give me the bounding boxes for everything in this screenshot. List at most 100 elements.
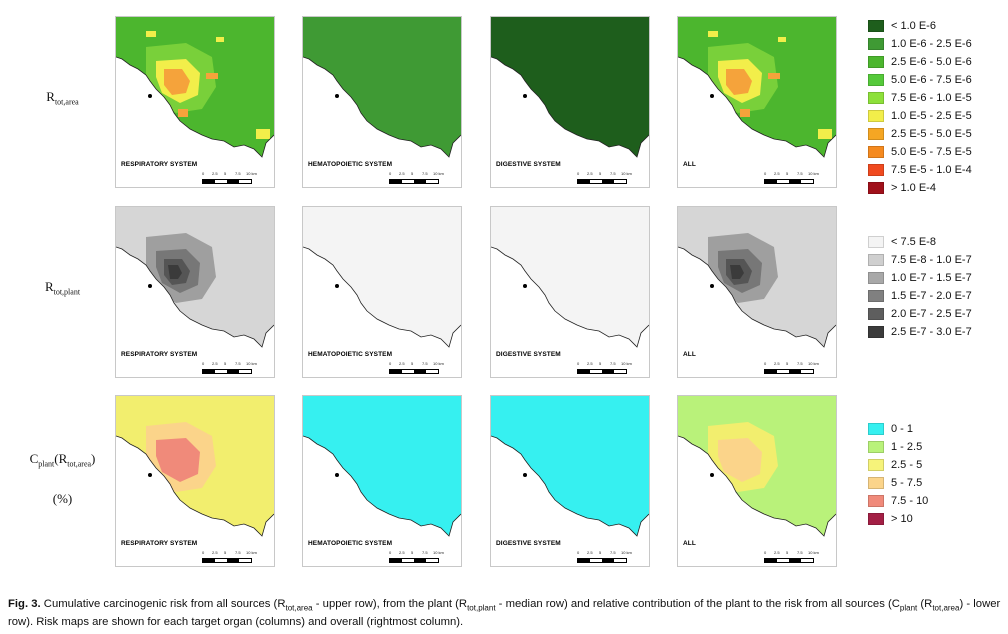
scale-tick-label: 2.5 bbox=[212, 171, 218, 176]
map-graphic bbox=[116, 17, 274, 187]
scale-bar-graphic bbox=[577, 179, 627, 184]
map-panel-label: ALL bbox=[683, 351, 696, 358]
legend-item: 7.5 E-8 - 1.0 E-7 bbox=[868, 251, 972, 269]
map-risk-spot bbox=[216, 37, 224, 42]
map-graphic bbox=[678, 17, 836, 187]
caption-sub: tot,plant bbox=[467, 603, 496, 613]
scale-tick-label: 7.5 bbox=[610, 171, 616, 176]
legend-swatch bbox=[868, 128, 884, 140]
legend-item: 2.5 E-5 - 5.0 E-5 bbox=[868, 125, 972, 143]
scale-bar: 0 2.5 5 7.5 10 km bbox=[202, 361, 262, 375]
scale-tick-label: 10 km bbox=[433, 550, 444, 555]
scale-bar-graphic bbox=[577, 558, 627, 563]
caption-text: - median row) and relative contribution … bbox=[495, 598, 900, 610]
scale-tick-label: 10 km bbox=[433, 171, 444, 176]
map-coastline bbox=[116, 56, 274, 158]
legend-label: 1.0 E-6 - 2.5 E-6 bbox=[891, 38, 972, 50]
legend-swatch bbox=[868, 254, 884, 266]
scale-tick-label: 5 bbox=[411, 171, 414, 176]
row-label-sub: plant bbox=[38, 459, 55, 469]
scale-tick-label: 7.5 bbox=[235, 550, 241, 555]
legend-item: 1.0 E-7 - 1.5 E-7 bbox=[868, 269, 972, 287]
row-label-sub: tot,area bbox=[54, 97, 79, 107]
map-panel: HEMATOPOIETIC SYSTEM 0 2.5 5 7.5 10 km bbox=[302, 16, 462, 188]
legend-swatch bbox=[868, 326, 884, 338]
map-graphic bbox=[491, 396, 649, 566]
scale-tick-label: 5 bbox=[599, 550, 602, 555]
map-risk-spot bbox=[708, 31, 718, 37]
legend-item: 2.5 - 5 bbox=[868, 456, 928, 474]
scale-tick-label: 10 km bbox=[433, 361, 444, 366]
legend-swatch bbox=[868, 146, 884, 158]
legend-item: 7.5 E-5 - 1.0 E-4 bbox=[868, 161, 972, 179]
map-graphic bbox=[116, 396, 274, 566]
map-coastline bbox=[678, 56, 836, 158]
map-panel: HEMATOPOIETIC SYSTEM 0 2.5 5 7.5 10 km bbox=[302, 395, 462, 567]
caption-sub: tot,area bbox=[285, 603, 313, 613]
scale-bar: 0 2.5 5 7.5 10 km bbox=[577, 171, 637, 185]
map-coastline bbox=[678, 435, 836, 537]
plant-location-marker bbox=[335, 284, 339, 288]
row-label-sub2: tot,area bbox=[67, 459, 92, 469]
row-label-close: ) bbox=[91, 451, 96, 466]
scale-tick-label: 10 km bbox=[621, 171, 632, 176]
map-risk-spot bbox=[146, 31, 156, 37]
map-panel: RESPIRATORY SYSTEM 0 2.5 5 7.5 10 km bbox=[115, 16, 275, 188]
legend-label: 7.5 E-8 - 1.0 E-7 bbox=[891, 254, 972, 266]
map-coastline bbox=[303, 246, 461, 348]
scale-tick-label: 2.5 bbox=[587, 171, 593, 176]
legend-label: 2.5 E-5 - 5.0 E-5 bbox=[891, 128, 972, 140]
map-panel-label: DIGESTIVE SYSTEM bbox=[496, 351, 561, 358]
caption-sub: tot,area bbox=[932, 603, 960, 613]
scale-tick-label: 5 bbox=[224, 361, 227, 366]
legend-item: < 1.0 E-6 bbox=[868, 17, 972, 35]
legend-swatch bbox=[868, 20, 884, 32]
scale-tick-label: 0 bbox=[577, 550, 580, 555]
scale-tick-label: 2.5 bbox=[587, 361, 593, 366]
scale-bar: 0 2.5 5 7.5 10 km bbox=[202, 171, 262, 185]
scale-tick-label: 0 bbox=[764, 361, 767, 366]
map-coastline bbox=[303, 435, 461, 537]
scale-tick-label: 2.5 bbox=[774, 171, 780, 176]
legend-swatch bbox=[868, 56, 884, 68]
legend-swatch bbox=[868, 441, 884, 453]
map-panel-label: RESPIRATORY SYSTEM bbox=[121, 161, 198, 168]
scale-tick-label: 0 bbox=[389, 171, 392, 176]
scale-tick-label: 7.5 bbox=[422, 361, 428, 366]
scale-tick-label: 10 km bbox=[808, 171, 819, 176]
scale-tick-label: 0 bbox=[577, 171, 580, 176]
map-coastline bbox=[116, 246, 274, 348]
map-panel-label: RESPIRATORY SYSTEM bbox=[121, 351, 198, 358]
map-panel-label: DIGESTIVE SYSTEM bbox=[496, 540, 561, 547]
legend-label: 0 - 1 bbox=[891, 423, 914, 435]
map-panel-label: HEMATOPOIETIC SYSTEM bbox=[308, 351, 393, 358]
map-land-area bbox=[303, 17, 461, 157]
scale-bar: 0 2.5 5 7.5 10 km bbox=[764, 550, 824, 564]
map-risk-spot bbox=[768, 73, 780, 79]
legend-label: < 7.5 E-8 bbox=[891, 236, 936, 248]
scale-tick-label: 0 bbox=[764, 550, 767, 555]
legend-label: 1.0 E-5 - 2.5 E-5 bbox=[891, 110, 972, 122]
scale-tick-label: 7.5 bbox=[422, 171, 428, 176]
legend-label: 1 - 2.5 bbox=[891, 441, 923, 453]
map-coastline bbox=[678, 246, 836, 348]
scale-tick-label: 5 bbox=[786, 550, 789, 555]
map-panel: ALL 0 2.5 5 7.5 10 km bbox=[677, 16, 837, 188]
map-panel-label: HEMATOPOIETIC SYSTEM bbox=[308, 161, 393, 168]
scale-bar: 0 2.5 5 7.5 10 km bbox=[389, 171, 449, 185]
map-panel-label: DIGESTIVE SYSTEM bbox=[496, 161, 561, 168]
scale-bar-graphic bbox=[764, 369, 814, 374]
legend-swatch bbox=[868, 308, 884, 320]
scale-tick-label: 0 bbox=[202, 171, 205, 176]
caption-text: - upper row), from the plant (R bbox=[312, 598, 468, 610]
map-coastline bbox=[491, 56, 649, 158]
scale-tick-label: 5 bbox=[224, 171, 227, 176]
legend-label: 5.0 E-6 - 7.5 E-6 bbox=[891, 74, 972, 86]
legend-swatch bbox=[868, 92, 884, 104]
legend-label: 1.0 E-7 - 1.5 E-7 bbox=[891, 272, 972, 284]
scale-tick-label: 7.5 bbox=[610, 361, 616, 366]
map-risk-spot bbox=[206, 73, 218, 79]
legend-swatch bbox=[868, 38, 884, 50]
scale-bar-graphic bbox=[202, 558, 252, 563]
map-graphic bbox=[678, 396, 836, 566]
